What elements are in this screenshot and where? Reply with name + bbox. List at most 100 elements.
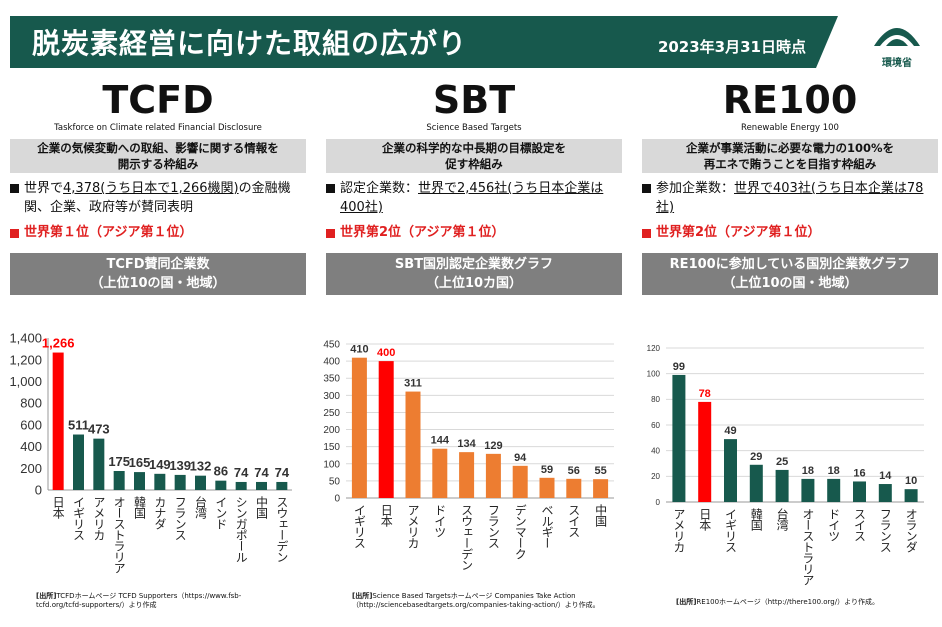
bar-value-label: 139 [169,458,191,473]
category-label: フランス [878,508,892,553]
category-label: 日本 [51,496,65,520]
bar-value-label: 78 [699,388,711,400]
y-tick-label: 200 [323,425,340,436]
category-label: スイス [853,508,867,542]
column-sbt: SBT Science Based Targets 企業の科学的な中長期の目標設… [326,78,622,295]
category-label: アメリカ [92,496,106,541]
category-label: イギリス [724,508,738,553]
column-abbr: SBT [432,78,516,122]
bar [672,374,686,502]
sbt-bar-chart: 0 50 100 150 200 250 300 350 400 450 410 イギリス 400 日本 3… [323,340,614,570]
bar-value-label: 511 [68,418,89,433]
earth-logo-icon [874,28,920,46]
y-tick-label: 100 [647,369,661,378]
column-fullname: Science Based Targets [426,123,522,133]
category-label: オーストラリア [112,496,126,574]
category-label: オランダ [904,508,918,553]
bar [459,452,475,498]
source-text: Science Based Targetsホームページ Companies Ta… [352,592,600,609]
category-label: 台湾 [194,495,208,520]
source-label: [出所] [352,592,373,600]
bar-value-label: 25 [776,456,788,468]
source-text: RE100ホームページ（http://there100.org/）より作成。 [696,598,879,606]
column-fullname: Taskforce on Climate related Financial D… [54,123,262,133]
category-label: イギリス [72,496,86,541]
y-tick-label: 40 [651,446,660,455]
y-tick-label: 350 [323,374,340,385]
column-abbr: TCFD [102,78,214,122]
bar-value-label: 74 [275,465,290,480]
bar-value-label: 18 [802,465,814,477]
stats-highlight: 4,378(うち日本で1,266機関) [63,181,239,196]
y-tick-label: 0 [35,483,42,498]
ministry-logo: 環境省 [862,16,932,69]
bar [405,391,421,498]
category-label: スウェーデン [275,496,289,562]
bar-value-label: 86 [214,464,228,479]
bar [775,469,789,502]
category-label: インド [214,496,228,529]
category-label: スウェーデン [460,504,474,570]
bar-value-label: 400 [377,347,395,359]
column-rank: 世界第2位（アジア第１位） [326,223,622,243]
bar [724,439,737,502]
category-label: 中国 [594,503,608,527]
bullet-square-icon [642,229,651,238]
as-of-date: 2023年3月31日時点 [657,38,806,56]
bar-value-label: 94 [514,452,527,464]
column-tcfd: TCFD Taskforce on Climate related Financ… [10,78,306,295]
y-tick-label: 600 [20,417,42,432]
source-note-tcfd: [出所]TCFDホームページ TCFD Supporters（https://w… [36,592,276,610]
bar-value-label: 175 [108,454,130,469]
bar-value-label: 56 [568,465,580,477]
bar-value-label: 311 [404,378,422,390]
source-note-sbt: [出所]Science Based Targetsホームページ Companie… [352,592,612,610]
category-label: 台湾 [775,507,789,532]
bar [749,464,763,502]
bar [512,465,528,498]
bar-value-label: 165 [129,455,151,470]
bar [93,438,105,490]
bar [801,478,815,502]
column-abbr: RE100 [722,78,858,122]
category-label: 日本 [379,504,393,528]
column-rank: 世界第１位（アジア第１位） [10,223,306,243]
chart-header: SBT国別認定企業数グラフ （上位10カ国） [326,253,622,295]
column-re100: RE100 Renewable Energy 100 企業が事業活動に必要な電力… [642,78,938,295]
bullet-square-icon [326,184,335,193]
category-label: ドイツ [827,508,841,541]
bar [853,481,866,502]
source-label: [出所] [676,598,697,606]
bar [113,471,125,490]
bar-value-label: 55 [594,465,606,477]
y-tick-label: 400 [323,357,340,368]
column-description: 企業の気候変動への取組、影響に関する情報を 開示する枠組み [10,139,306,173]
category-label: ドイツ [433,504,447,537]
chart-header: RE100に参加している国別企業数グラフ （上位10の国・地域） [642,253,938,295]
y-tick-label: 80 [651,395,660,404]
bullet-square-icon [10,229,19,238]
y-tick-label: 120 [647,344,661,353]
bar [432,448,448,498]
category-label: スイス [567,504,581,538]
bar [73,434,84,490]
y-tick-label: 400 [20,439,42,454]
bar [827,478,841,502]
bar [154,473,166,490]
bar-value-label: 144 [431,435,450,447]
bar-value-label: 74 [234,465,249,480]
column-stats: 参加企業数：世界で403社(うち日本企業は78社) [642,179,938,219]
y-tick-label: 450 [323,340,340,351]
category-label: シンガポール [234,496,248,562]
bar [698,401,712,502]
bar-value-label: 473 [88,422,110,437]
y-tick-label: 60 [651,421,660,430]
bar-value-label: 74 [254,465,269,480]
bar-value-label: 134 [457,438,476,450]
bar-value-label: 132 [190,459,212,474]
y-tick-label: 1,000 [9,374,42,389]
column-stats: 認定企業数：世界で2,456社(うち日本企業は400社) [326,179,622,219]
bar [566,478,582,498]
bar-value-label: 10 [905,475,917,487]
category-label: ベルギー [540,504,554,548]
